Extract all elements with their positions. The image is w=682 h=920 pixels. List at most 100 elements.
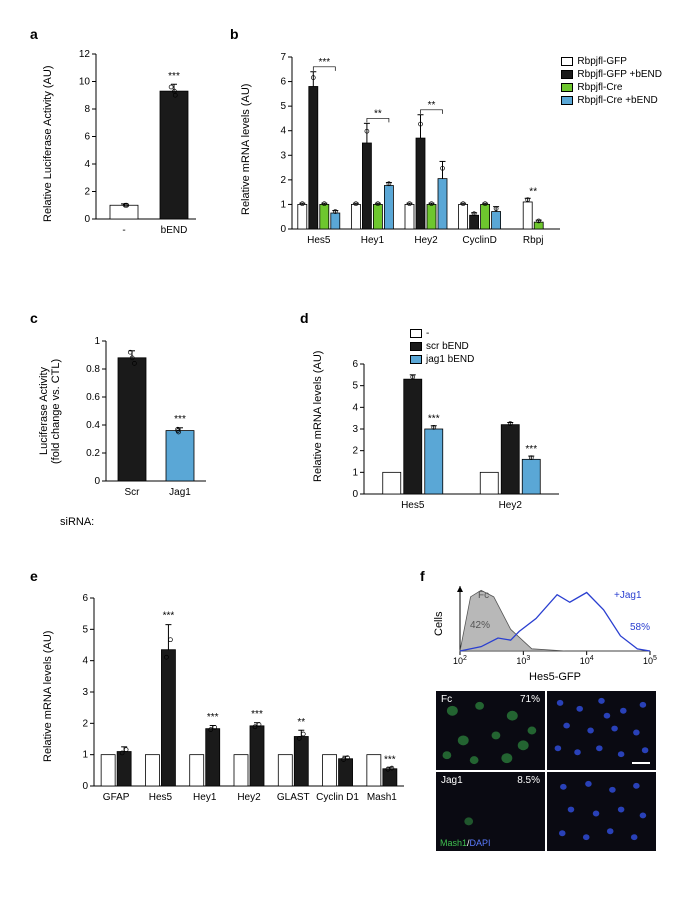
- svg-text:Hey1: Hey1: [361, 235, 385, 246]
- svg-text:***: ***: [168, 71, 180, 82]
- chart-e: 0123456GFAPHes5Hey1Hey2GLASTCyclin D1Mas…: [68, 586, 408, 816]
- svg-text:1: 1: [94, 336, 100, 347]
- ylabel-e: Relative mRNA levels (AU): [42, 616, 54, 776]
- micro-jag1-label: Jag1: [441, 775, 463, 786]
- svg-text:***: ***: [207, 712, 219, 723]
- svg-text:***: ***: [318, 57, 330, 68]
- svg-text:Hey1: Hey1: [193, 792, 217, 803]
- svg-text:2: 2: [84, 187, 90, 198]
- legend-d: -scr bENDjag1 bEND: [410, 328, 474, 367]
- svg-text:58%: 58%: [630, 622, 650, 633]
- svg-text:Hes5: Hes5: [401, 500, 425, 511]
- svg-text:6: 6: [352, 359, 358, 370]
- micro-jag1-mash1: Jag1 8.5% Mash1/DAPI: [436, 772, 545, 851]
- svg-text:1: 1: [352, 467, 358, 478]
- panel-f-histogram: Cells 102 103 104 105 Fc 42% +Jag1 58% Hes5-GFP: [430, 576, 660, 683]
- svg-text:Hey2: Hey2: [414, 235, 438, 246]
- svg-text:0: 0: [84, 214, 90, 225]
- svg-text:2: 2: [352, 446, 358, 457]
- svg-text:***: ***: [428, 413, 440, 424]
- micro-fc-mash1: Fc 71%: [436, 691, 545, 770]
- svg-text:3: 3: [82, 687, 88, 698]
- svg-text:6: 6: [84, 132, 90, 143]
- svg-text:Hey2: Hey2: [237, 792, 261, 803]
- svg-text:Fc: Fc: [478, 590, 489, 601]
- svg-text:Hes5: Hes5: [307, 235, 331, 246]
- svg-text:105: 105: [643, 655, 657, 666]
- panel-label-f: f: [420, 568, 425, 584]
- svg-text:0: 0: [352, 489, 358, 500]
- svg-text:Cyclin D1: Cyclin D1: [316, 792, 359, 803]
- svg-text:42%: 42%: [470, 620, 490, 631]
- ylabel-b: Relative mRNA levels (AU): [240, 74, 252, 224]
- svg-text:4: 4: [84, 159, 90, 170]
- svg-text:0: 0: [82, 781, 88, 792]
- svg-text:0.2: 0.2: [86, 448, 100, 459]
- svg-text:5: 5: [352, 381, 358, 392]
- svg-text:**: **: [297, 717, 305, 728]
- micro-fc-dapi: [547, 691, 656, 770]
- svg-text:***: ***: [251, 709, 263, 720]
- svg-text:5: 5: [280, 101, 286, 112]
- micro-fc-pct: 71%: [520, 694, 540, 705]
- panel-c: Luciferase Activity (fold change vs. CTL…: [50, 326, 250, 526]
- panel-b: Relative mRNA levels (AU) 01234567Hes5He…: [248, 44, 658, 264]
- svg-text:***: ***: [384, 755, 396, 766]
- svg-text:103: 103: [516, 655, 530, 666]
- panel-e: Relative mRNA levels (AU) 0123456GFAPHes…: [50, 586, 410, 826]
- ylabel-d: Relative mRNA levels (AU): [312, 346, 324, 486]
- svg-text:10: 10: [79, 77, 91, 88]
- panel-d: Relative mRNA levels (AU) 0123456Hes5Hey…: [320, 326, 650, 526]
- svg-text:**: **: [374, 108, 382, 119]
- svg-text:2: 2: [82, 718, 88, 729]
- svg-text:5: 5: [82, 624, 88, 635]
- panel-f: Cells 102 103 104 105 Fc 42% +Jag1 58% Hes5-GFP…: [430, 576, 660, 876]
- panel-label-d: d: [300, 310, 309, 326]
- svg-text:104: 104: [580, 655, 594, 666]
- svg-text:3: 3: [280, 150, 286, 161]
- svg-text:2: 2: [280, 175, 286, 186]
- svg-text:0: 0: [94, 476, 100, 487]
- panel-a: Relative Luciferase Activity (AU) 024681…: [50, 44, 210, 244]
- svg-text:-: -: [122, 225, 125, 236]
- chart-a: 024681012-bEND***: [68, 44, 218, 244]
- legend-b: Rbpjfl-GFPRbpjfl-GFP +bENDRbpjfl-CreRbpj…: [561, 56, 662, 108]
- svg-text:Hey2: Hey2: [499, 500, 523, 511]
- svg-text:+Jag1: +Jag1: [614, 590, 642, 601]
- svg-text:0.8: 0.8: [86, 364, 100, 375]
- panel-f-micrographs: Fc 71% Jag1 8.5% Mash1/DAPI: [436, 691, 656, 851]
- svg-text:3: 3: [352, 424, 358, 435]
- svg-text:12: 12: [79, 49, 91, 60]
- ylabel-f: Cells: [433, 594, 445, 654]
- svg-text:0: 0: [280, 224, 286, 235]
- micro-legend: Mash1/DAPI: [440, 838, 491, 848]
- svg-text:bEND: bEND: [161, 225, 188, 236]
- svg-text:GFAP: GFAP: [103, 792, 130, 803]
- svg-text:CyclinD: CyclinD: [462, 235, 496, 246]
- svg-text:6: 6: [280, 77, 286, 88]
- scalebar-icon: [632, 762, 650, 764]
- svg-text:4: 4: [280, 126, 286, 137]
- svg-text:***: ***: [525, 444, 537, 455]
- xlabel-f: Hes5-GFP: [450, 671, 660, 683]
- micro-fc-label: Fc: [441, 694, 452, 705]
- svg-text:7: 7: [280, 52, 286, 63]
- micro-jag1-pct: 8.5%: [517, 775, 540, 786]
- svg-text:102: 102: [453, 655, 467, 666]
- svg-text:**: **: [428, 100, 436, 111]
- panel-label-a: a: [30, 26, 38, 42]
- svg-text:1: 1: [82, 750, 88, 761]
- sirna-label: siRNA:: [60, 516, 94, 528]
- svg-text:***: ***: [174, 414, 186, 425]
- ylabel-a: Relative Luciferase Activity (AU): [42, 64, 54, 224]
- ylabel-c: Luciferase Activity (fold change vs. CTL…: [38, 346, 62, 476]
- svg-text:4: 4: [352, 402, 358, 413]
- panel-label-e: e: [30, 568, 38, 584]
- micro-jag1-dapi: [547, 772, 656, 851]
- panel-label-c: c: [30, 310, 38, 326]
- svg-text:Jag1: Jag1: [169, 487, 191, 498]
- svg-text:Scr: Scr: [125, 487, 141, 498]
- svg-text:***: ***: [163, 610, 175, 621]
- svg-text:Rbpj: Rbpj: [523, 235, 544, 246]
- svg-text:6: 6: [82, 593, 88, 604]
